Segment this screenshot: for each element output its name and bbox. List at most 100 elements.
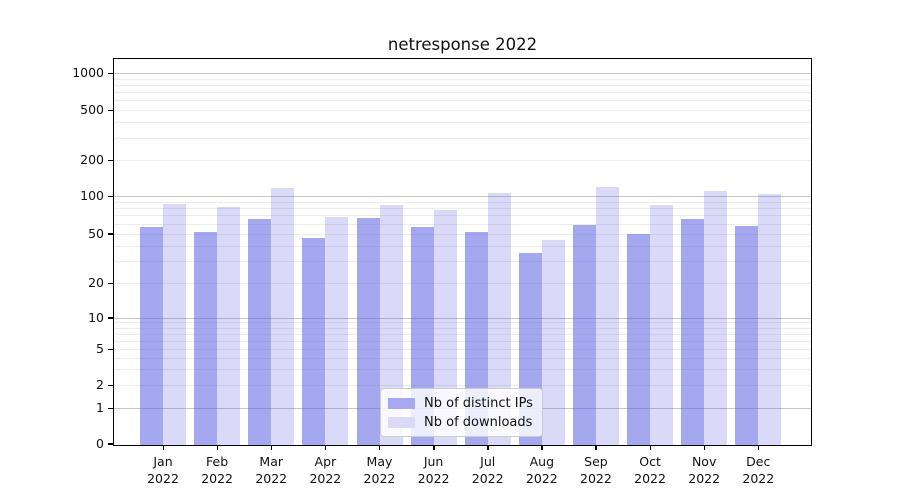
x-tick-year: 2022 bbox=[634, 470, 666, 486]
downloads-swatch bbox=[388, 417, 415, 428]
x-tick-month: Feb bbox=[206, 454, 229, 469]
bar-downloads bbox=[325, 216, 349, 445]
bar-distinct-ips bbox=[302, 238, 326, 445]
x-tick-year: 2022 bbox=[525, 470, 558, 486]
x-tick-year: 2022 bbox=[363, 470, 396, 486]
gridline-minor bbox=[114, 322, 811, 324]
bar-downloads bbox=[758, 193, 782, 445]
x-tick-month: Aug bbox=[529, 454, 555, 469]
x-tick-label: Nov 2022 bbox=[674, 454, 734, 487]
y-tick-mark bbox=[108, 317, 114, 319]
y-tick-label: 100 bbox=[80, 188, 104, 203]
gridline-major bbox=[114, 317, 811, 319]
distinct-ips-swatch bbox=[388, 398, 415, 409]
bar-downloads bbox=[595, 187, 619, 445]
x-tick-mark bbox=[378, 445, 381, 450]
gridline-minor bbox=[114, 160, 811, 161]
bar-distinct-ips bbox=[356, 217, 380, 445]
x-tick-label: Sep 2022 bbox=[566, 454, 626, 487]
x-tick-year: 2022 bbox=[580, 470, 612, 486]
y-tick-label: 1 bbox=[96, 400, 104, 415]
bar-distinct-ips bbox=[194, 232, 218, 445]
y-tick-label: 0 bbox=[96, 435, 104, 451]
x-tick-label: Oct 2022 bbox=[620, 454, 680, 487]
legend-label-distinct-ips: Nb of distinct IPs bbox=[424, 395, 533, 411]
bar-downloads bbox=[704, 191, 728, 445]
y-tick-mark bbox=[108, 407, 114, 409]
y-tick-label: 200 bbox=[80, 152, 104, 167]
gridline-minor bbox=[114, 215, 811, 217]
x-tick-month: Nov bbox=[691, 454, 717, 469]
gridline-minor bbox=[114, 110, 811, 111]
x-tick-month: Jan bbox=[153, 454, 173, 469]
gridline-minor bbox=[114, 333, 811, 335]
y-tick-label: 2 bbox=[96, 377, 104, 392]
bar-distinct-ips bbox=[735, 225, 759, 445]
x-tick-year: 2022 bbox=[742, 470, 775, 486]
y-tick-mark bbox=[108, 159, 114, 161]
x-tick-month: Dec bbox=[746, 454, 771, 469]
gridline-minor bbox=[114, 84, 811, 86]
bar-downloads bbox=[163, 204, 186, 445]
x-tick-month: Sep bbox=[584, 454, 608, 469]
gridline-minor bbox=[114, 385, 811, 386]
gridline-minor bbox=[114, 122, 811, 124]
y-tick-label: 50 bbox=[88, 225, 104, 241]
x-tick-label: Aug 2022 bbox=[512, 454, 572, 487]
y-tick-label: 1000 bbox=[72, 65, 104, 80]
gridline-minor bbox=[114, 245, 811, 247]
x-tick-label: Jan 2022 bbox=[133, 454, 193, 487]
x-tick-year: 2022 bbox=[417, 470, 450, 486]
bar-downloads bbox=[433, 210, 457, 445]
y-tick-mark bbox=[108, 109, 114, 111]
x-tick-mark bbox=[649, 445, 652, 450]
x-tick-mark bbox=[757, 445, 760, 450]
x-tick-mark bbox=[324, 445, 327, 450]
x-tick-month: May bbox=[366, 454, 393, 469]
x-tick-mark bbox=[216, 445, 219, 450]
gridline-minor bbox=[114, 369, 811, 371]
x-tick-mark bbox=[433, 445, 435, 450]
x-tick-label: Feb 2022 bbox=[187, 454, 247, 487]
y-tick-mark bbox=[108, 384, 114, 386]
gridline-minor bbox=[114, 261, 811, 263]
bar-downloads bbox=[217, 206, 241, 445]
legend: Nb of distinct IPs Nb of downloads bbox=[380, 388, 543, 437]
x-tick-label: May 2022 bbox=[349, 454, 409, 487]
y-tick-mark bbox=[108, 443, 114, 445]
gridline-minor bbox=[114, 137, 811, 139]
y-tick-mark bbox=[108, 195, 114, 197]
y-tick-label: 5 bbox=[96, 341, 104, 356]
legend-label-downloads: Nb of downloads bbox=[424, 414, 533, 430]
bar-distinct-ips bbox=[572, 224, 596, 445]
bar-downloads bbox=[541, 240, 565, 445]
gridline-minor bbox=[114, 223, 811, 225]
x-tick-mark bbox=[487, 445, 489, 450]
gridline-minor bbox=[114, 78, 811, 80]
bar-downloads bbox=[487, 193, 511, 445]
gridline-major bbox=[114, 73, 811, 74]
x-tick-year: 2022 bbox=[471, 470, 504, 486]
y-tick-mark bbox=[108, 72, 114, 74]
x-tick-month: Jun bbox=[423, 454, 444, 469]
gridline-minor bbox=[114, 357, 811, 359]
bar-downloads bbox=[271, 187, 295, 445]
y-tick-label: 10 bbox=[88, 309, 104, 325]
x-tick-year: 2022 bbox=[255, 470, 288, 486]
bar-downloads bbox=[650, 204, 674, 445]
x-tick-mark bbox=[703, 445, 706, 450]
legend-item-distinct-ips: Nb of distinct IPs bbox=[388, 395, 534, 412]
x-tick-mark bbox=[541, 445, 543, 450]
x-tick-month: Apr bbox=[314, 454, 337, 469]
y-tick-mark bbox=[108, 233, 114, 235]
bar-distinct-ips bbox=[627, 233, 651, 445]
gridline-minor bbox=[114, 100, 811, 102]
y-tick-label: 500 bbox=[80, 102, 104, 117]
x-tick-label: Dec 2022 bbox=[728, 454, 788, 487]
bar-distinct-ips bbox=[140, 227, 163, 445]
x-tick-year: 2022 bbox=[309, 470, 342, 486]
x-tick-year: 2022 bbox=[201, 470, 234, 486]
x-tick-label: Mar 2022 bbox=[241, 454, 301, 487]
gridline-minor bbox=[114, 327, 811, 329]
